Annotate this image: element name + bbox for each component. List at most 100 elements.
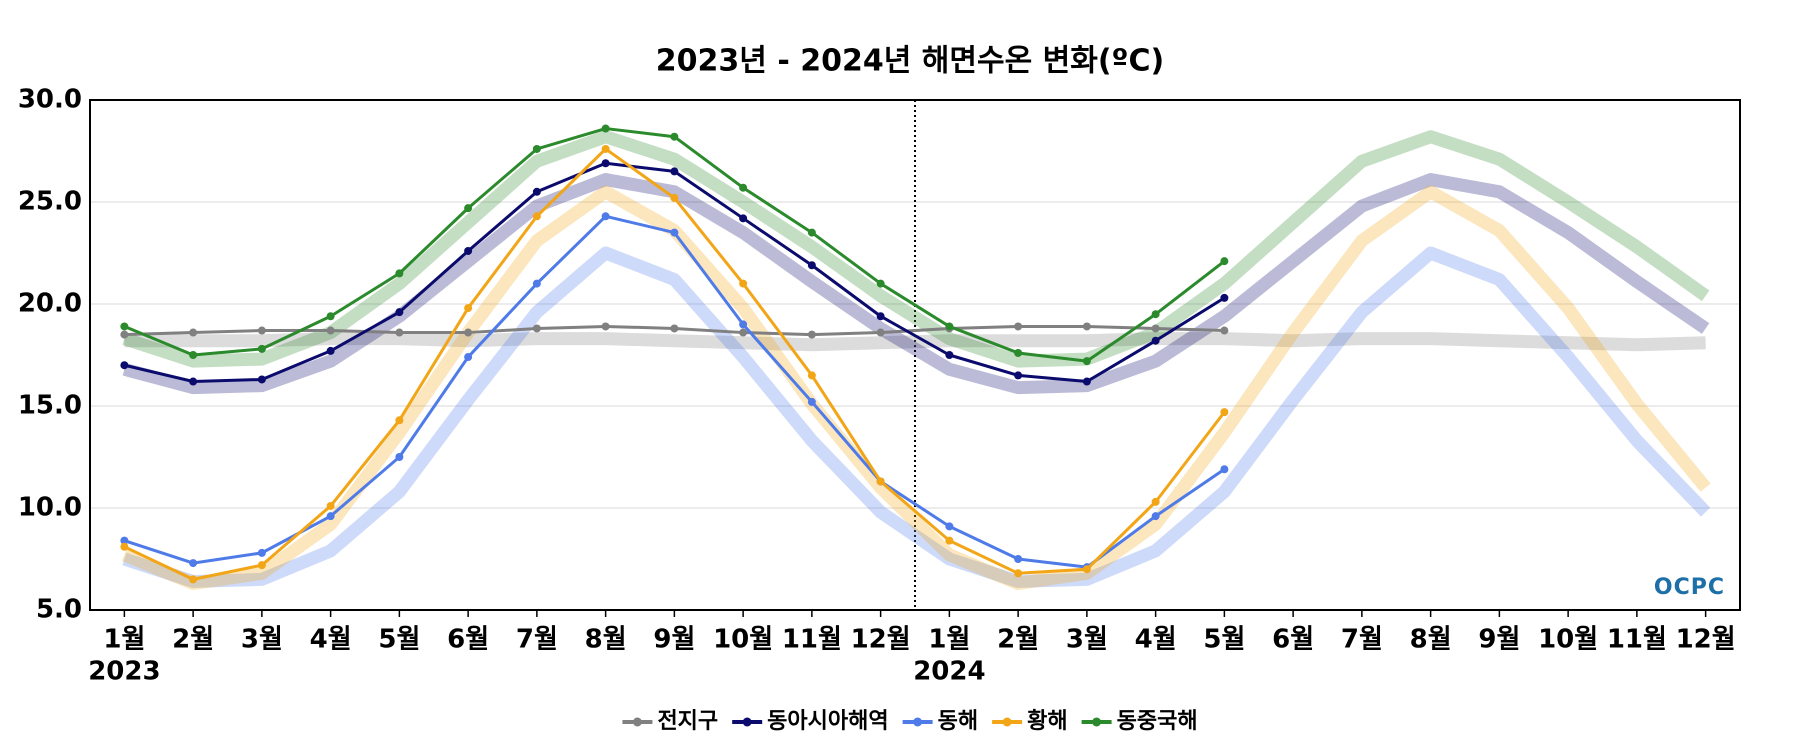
year-label: 2024 bbox=[913, 657, 985, 687]
data-point bbox=[326, 501, 335, 510]
data-point bbox=[395, 453, 404, 461]
data-point bbox=[1151, 324, 1160, 333]
legend-dot bbox=[742, 717, 752, 727]
data-point bbox=[120, 542, 129, 551]
data-point bbox=[257, 548, 266, 557]
y-tick-label: 30.0 bbox=[18, 85, 82, 115]
data-point bbox=[1220, 408, 1229, 417]
data-point bbox=[257, 375, 266, 384]
data-point bbox=[189, 377, 198, 386]
x-tick-label: 3월 bbox=[241, 625, 283, 655]
data-point bbox=[464, 353, 473, 362]
data-point bbox=[464, 328, 473, 337]
legend-label: 동아시아해역 bbox=[767, 709, 888, 734]
data-point bbox=[807, 261, 816, 270]
data-point bbox=[326, 326, 335, 335]
data-point bbox=[1151, 497, 1160, 506]
data-point bbox=[807, 330, 816, 339]
x-tick-label: 12월 bbox=[851, 625, 911, 655]
data-point bbox=[1220, 465, 1229, 474]
data-point bbox=[1014, 569, 1023, 578]
data-point bbox=[601, 322, 610, 331]
data-point bbox=[876, 477, 885, 486]
normal-band bbox=[122, 173, 1710, 395]
data-point bbox=[189, 328, 198, 337]
data-point bbox=[876, 312, 885, 321]
legend-label: 황해 bbox=[1027, 709, 1067, 734]
data-point bbox=[464, 246, 473, 255]
data-point bbox=[1082, 357, 1091, 366]
data-point bbox=[670, 324, 679, 333]
data-point bbox=[807, 397, 816, 406]
data-point bbox=[670, 167, 679, 176]
data-point bbox=[532, 324, 541, 333]
legend-label: 전지구 bbox=[657, 709, 718, 734]
x-tick-label: 2월 bbox=[997, 625, 1039, 655]
y-tick-label: 25.0 bbox=[18, 187, 82, 217]
data-point bbox=[739, 328, 748, 337]
legend-label: 동중국해 bbox=[1117, 709, 1198, 734]
x-tick-label: 5월 bbox=[1203, 625, 1245, 655]
data-point bbox=[532, 279, 541, 288]
data-point bbox=[807, 228, 816, 237]
normal-band bbox=[124, 332, 1706, 352]
data-point bbox=[807, 371, 816, 380]
data-point bbox=[601, 144, 610, 153]
data-point bbox=[532, 144, 541, 153]
data-point bbox=[670, 228, 679, 237]
x-tick-label: 3월 bbox=[1066, 625, 1108, 655]
x-tick-label: 11월 bbox=[782, 625, 842, 655]
data-point bbox=[945, 522, 954, 531]
data-point bbox=[945, 322, 954, 331]
x-tick-label: 8월 bbox=[1410, 625, 1452, 655]
x-tick-label: 6월 bbox=[447, 625, 489, 655]
data-point bbox=[395, 308, 404, 317]
data-point bbox=[326, 312, 335, 321]
y-tick-label: 10.0 bbox=[18, 493, 82, 523]
data-point bbox=[876, 279, 885, 288]
x-tick-label: 9월 bbox=[653, 625, 695, 655]
normal-band bbox=[122, 246, 1711, 588]
x-tick-label: 4월 bbox=[310, 625, 352, 655]
data-point bbox=[189, 575, 198, 584]
data-point bbox=[1082, 565, 1091, 574]
x-tick-label: 4월 bbox=[1135, 625, 1177, 655]
data-point bbox=[739, 279, 748, 288]
data-point bbox=[876, 328, 885, 337]
legend-dot bbox=[913, 717, 923, 727]
logo: OCPC bbox=[1654, 575, 1725, 600]
chart-title: 2023년 - 2024년 해면수온 변화(ºC) bbox=[656, 44, 1164, 79]
y-tick-label: 15.0 bbox=[18, 391, 82, 421]
data-point bbox=[1014, 371, 1023, 380]
legend: 전지구 동아시아해역 동해 황해 동중국해 bbox=[622, 709, 1198, 734]
x-tick-label: 10월 bbox=[1538, 625, 1598, 655]
legend-dot bbox=[1002, 717, 1012, 727]
data-point bbox=[1220, 293, 1229, 302]
normal-band bbox=[122, 130, 1710, 368]
data-point bbox=[120, 536, 129, 545]
data-point bbox=[739, 183, 748, 192]
x-tick-label: 7월 bbox=[1341, 625, 1383, 655]
normal-band bbox=[121, 185, 1711, 590]
data-point bbox=[395, 328, 404, 337]
data-point bbox=[1220, 257, 1229, 266]
x-tick-label: 7월 bbox=[516, 625, 558, 655]
data-point bbox=[120, 322, 129, 331]
x-tick-label: 5월 bbox=[378, 625, 420, 655]
legend-dot bbox=[1092, 717, 1102, 727]
data-point bbox=[739, 214, 748, 223]
data-point bbox=[601, 159, 610, 168]
data-point bbox=[739, 320, 748, 329]
data-point bbox=[945, 351, 954, 359]
data-point bbox=[601, 124, 610, 133]
legend-dot bbox=[632, 717, 642, 727]
data-point bbox=[189, 351, 198, 359]
y-tick-label: 20.0 bbox=[18, 289, 82, 319]
data-point bbox=[120, 361, 129, 370]
year-label: 2023 bbox=[88, 657, 160, 687]
data-point bbox=[1082, 377, 1091, 386]
data-point bbox=[464, 304, 473, 313]
data-point bbox=[532, 187, 541, 196]
data-point bbox=[945, 536, 954, 545]
